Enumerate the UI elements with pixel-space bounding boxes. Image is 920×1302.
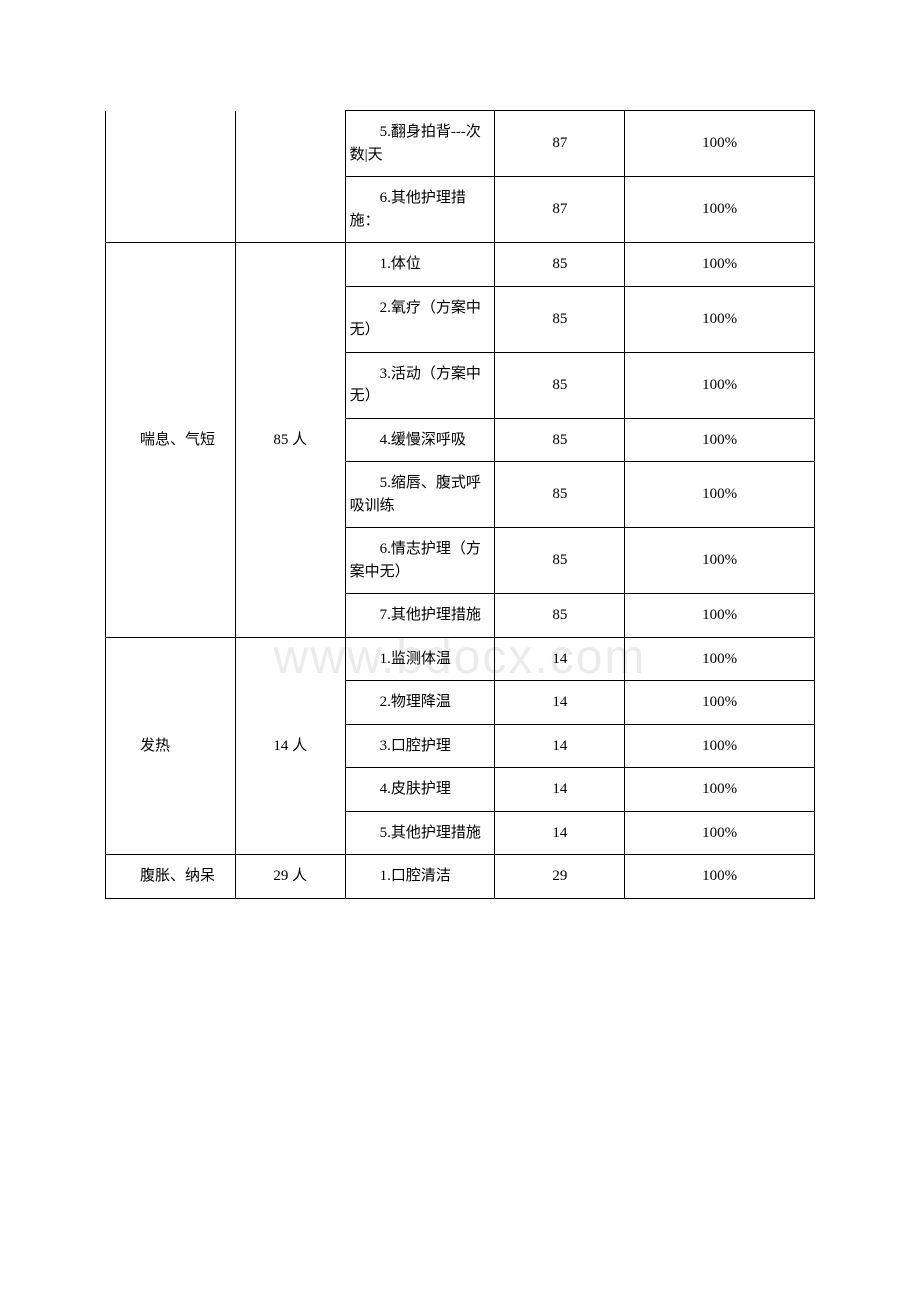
num-cell: 14 <box>495 811 625 855</box>
num-cell: 14 <box>495 681 625 725</box>
symptom-cell <box>106 111 236 243</box>
table-row: 喘息、气短85 人 1.体位85100% <box>106 243 815 287</box>
num-cell: 85 <box>495 352 625 418</box>
table-row: 5.翻身拍背---次数|天87100% <box>106 111 815 177</box>
pct-cell: 100% <box>625 768 815 812</box>
pct-cell: 100% <box>625 681 815 725</box>
num-cell: 85 <box>495 418 625 462</box>
measure-cell: 6.其他护理措施： <box>345 177 495 243</box>
num-cell: 14 <box>495 768 625 812</box>
measure-cell: 1.口腔清洁 <box>345 855 495 899</box>
nursing-table: 5.翻身拍背---次数|天87100% 6.其他护理措施：87100% 喘息、气… <box>105 110 815 899</box>
pct-cell: 100% <box>625 352 815 418</box>
measure-cell: 3.口腔护理 <box>345 724 495 768</box>
table-row: 腹胀、纳呆29 人 1.口腔清洁29100% <box>106 855 815 899</box>
num-cell: 85 <box>495 286 625 352</box>
pct-cell: 100% <box>625 111 815 177</box>
symptom-cell: 喘息、气短 <box>106 243 236 638</box>
measure-cell: 2.氧疗（方案中无） <box>345 286 495 352</box>
pct-cell: 100% <box>625 462 815 528</box>
num-cell: 85 <box>495 528 625 594</box>
num-cell: 14 <box>495 724 625 768</box>
measure-cell: 5.缩唇、腹式呼吸训练 <box>345 462 495 528</box>
measure-cell: 4.缓慢深呼吸 <box>345 418 495 462</box>
measure-cell: 5.其他护理措施 <box>345 811 495 855</box>
table-row: 发热14 人 1.监测体温14100% <box>106 637 815 681</box>
num-cell: 85 <box>495 594 625 638</box>
pct-cell: 100% <box>625 724 815 768</box>
measure-cell: 1.监测体温 <box>345 637 495 681</box>
measure-cell: 5.翻身拍背---次数|天 <box>345 111 495 177</box>
num-cell: 87 <box>495 111 625 177</box>
num-cell: 85 <box>495 243 625 287</box>
count-cell <box>235 111 345 243</box>
count-cell: 14 人 <box>235 637 345 855</box>
measure-cell: 1.体位 <box>345 243 495 287</box>
num-cell: 14 <box>495 637 625 681</box>
pct-cell: 100% <box>625 594 815 638</box>
symptom-cell: 腹胀、纳呆 <box>106 855 236 899</box>
measure-cell: 4.皮肤护理 <box>345 768 495 812</box>
measure-cell: 6.情志护理（方案中无） <box>345 528 495 594</box>
num-cell: 87 <box>495 177 625 243</box>
num-cell: 29 <box>495 855 625 899</box>
num-cell: 85 <box>495 462 625 528</box>
pct-cell: 100% <box>625 528 815 594</box>
pct-cell: 100% <box>625 286 815 352</box>
table-body: 5.翻身拍背---次数|天87100% 6.其他护理措施：87100% 喘息、气… <box>106 111 815 899</box>
symptom-cell: 发热 <box>106 637 236 855</box>
pct-cell: 100% <box>625 177 815 243</box>
count-cell: 85 人 <box>235 243 345 638</box>
pct-cell: 100% <box>625 637 815 681</box>
pct-cell: 100% <box>625 243 815 287</box>
measure-cell: 2.物理降温 <box>345 681 495 725</box>
measure-cell: 3.活动（方案中无） <box>345 352 495 418</box>
pct-cell: 100% <box>625 855 815 899</box>
measure-cell: 7.其他护理措施 <box>345 594 495 638</box>
pct-cell: 100% <box>625 418 815 462</box>
pct-cell: 100% <box>625 811 815 855</box>
count-cell: 29 人 <box>235 855 345 899</box>
